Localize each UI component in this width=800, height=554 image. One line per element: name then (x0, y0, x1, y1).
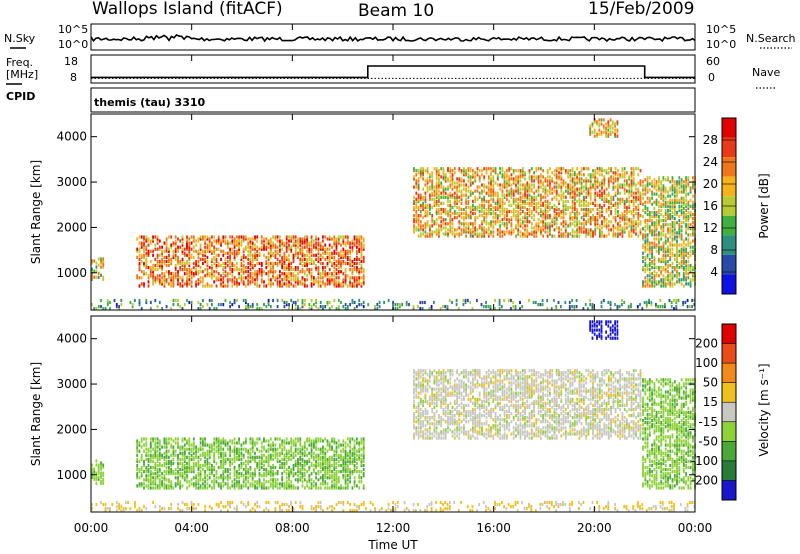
freq-tick-top: 18 (64, 55, 78, 68)
colorbar-tick-label-3: 16 (703, 199, 718, 213)
station-title: Wallops Island (fitACF) (92, 0, 283, 19)
colorbar-swatch-3 (722, 176, 736, 197)
colorbar-tick-label-3: 15 (703, 395, 718, 409)
velocity-ylabel: Slant Range [km] (29, 362, 43, 466)
colorbar-frame (721, 323, 737, 501)
scatter-region-3 (589, 320, 619, 340)
colorbar-swatch-0 (722, 118, 736, 138)
colorbar-tick-label-4: -15 (698, 415, 718, 429)
nsearch-label: N.Search (746, 32, 796, 45)
nsky-label: N.Sky (4, 32, 36, 45)
freq-tick-bottom: 8 (70, 71, 77, 84)
colorbar-swatch-5 (722, 421, 736, 442)
power-heatmap (91, 118, 696, 311)
nave-tick-bottom: 0 (708, 71, 715, 84)
colorbar-swatch-8 (722, 274, 736, 294)
time-axis: 00:00 04:00 08:00 12:00 16:00 20:00 00:00 (74, 24, 713, 535)
scatter-region-4 (642, 378, 696, 490)
x-tick-label-4: 16:00 (476, 521, 511, 535)
nsearch-tick-bottom: 10^0 (706, 38, 736, 51)
colorbar-tick-label-6: -100 (691, 454, 718, 468)
x-tick-label-5: 20:00 (577, 521, 612, 535)
colorbar-swatch-1 (722, 137, 736, 158)
velocity-heatmap (91, 320, 696, 513)
scatter-region-4 (642, 176, 696, 288)
scatter-region-1 (91, 459, 105, 485)
colorbar-tick-label-1: 24 (703, 155, 718, 169)
power-y-axis: 4000 3000 2000 1000 (56, 130, 695, 280)
cpid-panel (90, 87, 696, 113)
nsky-tick-bottom: 10^0 (58, 38, 88, 51)
scatter-region-0 (136, 437, 365, 490)
scatter-region-5 (91, 298, 696, 311)
nsky-trace (90, 34, 696, 43)
nsky-tick-top: 10^5 (58, 23, 88, 36)
scatter-region-1 (91, 257, 105, 281)
colorbar-swatch-3 (722, 382, 736, 403)
nave-label: Nave (752, 66, 780, 79)
colorbar-tick-label-2: 20 (703, 177, 718, 191)
colorbar-swatch-7 (722, 254, 736, 275)
colorbar-swatch-6 (722, 235, 736, 255)
colorbar-swatch-1 (722, 343, 736, 364)
colorbar-swatch-5 (722, 215, 736, 236)
colorbar-swatch-6 (722, 441, 736, 461)
colorbar-tick-label-7: -200 (691, 473, 718, 487)
y-tick-label-2: 2000 (56, 422, 87, 436)
y-tick-label-1: 3000 (56, 377, 87, 391)
y-tick-label-0: 4000 (56, 332, 87, 346)
y-tick-label-3: 1000 (56, 266, 87, 280)
scatter-region-2 (413, 167, 642, 238)
x-axis-label: Time UT (367, 538, 418, 552)
nsearch-tick-top: 10^5 (706, 23, 736, 36)
power-ylabel: Slant Range [km] (29, 160, 43, 264)
colorbar-tick-label-1: 100 (695, 356, 718, 370)
colorbar-tick-label-5: 8 (710, 243, 718, 257)
colorbar-swatch-0 (722, 324, 736, 344)
x-tick-label-1: 04:00 (174, 521, 209, 535)
beam-title: Beam 10 (358, 1, 434, 21)
date-title: 15/Feb/2009 (588, 0, 694, 19)
y-tick-label-2: 2000 (56, 220, 87, 234)
colorbar-swatch-8 (722, 480, 736, 500)
cpid-program: themis (tau) 3310 (94, 96, 206, 109)
scatter-region-0 (136, 235, 365, 288)
colorbar-tick-label-5: -50 (698, 434, 718, 448)
cpid-label: CPID (6, 90, 35, 103)
velocity-colorbar-label: Velocity [m s⁻¹] (757, 363, 771, 456)
y-tick-label-0: 4000 (56, 130, 87, 144)
power-colorbar-label: Power [dB] (757, 173, 771, 238)
scatter-region-2 (413, 369, 642, 440)
velocity-colorbar: 200 100 50 15 -15 -50 -100 -200 (691, 323, 737, 501)
velocity-y-axis: 4000 3000 2000 1000 (56, 332, 695, 482)
x-tick-label-6: 00:00 (678, 521, 713, 535)
x-tick-label-0: 00:00 (74, 521, 109, 535)
colorbar-tick-label-2: 50 (703, 376, 718, 390)
colorbar-swatch-2 (722, 363, 736, 383)
x-tick-label-2: 08:00 (275, 521, 310, 535)
scatter-region-3 (589, 118, 619, 138)
colorbar-swatch-2 (722, 157, 736, 177)
power-colorbar: 28 24 20 16 12 8 4 (703, 117, 737, 295)
freq-label-line2: [MHz] (6, 68, 38, 81)
scatter-region-5 (91, 500, 696, 513)
y-tick-label-3: 1000 (56, 468, 87, 482)
colorbar-tick-label-4: 12 (703, 221, 718, 235)
freq-label-line1: Freq. (6, 56, 33, 69)
y-tick-label-1: 3000 (56, 175, 87, 189)
colorbar-tick-label-0: 28 (703, 133, 718, 147)
x-tick-label-3: 12:00 (376, 521, 411, 535)
colorbar-swatch-4 (722, 402, 736, 422)
colorbar-swatch-7 (722, 460, 736, 481)
nave-tick-top: 60 (706, 55, 720, 68)
colorbar-tick-label-0: 200 (695, 337, 718, 351)
freq-trace (91, 65, 695, 79)
colorbar-tick-label-6: 4 (710, 265, 718, 279)
